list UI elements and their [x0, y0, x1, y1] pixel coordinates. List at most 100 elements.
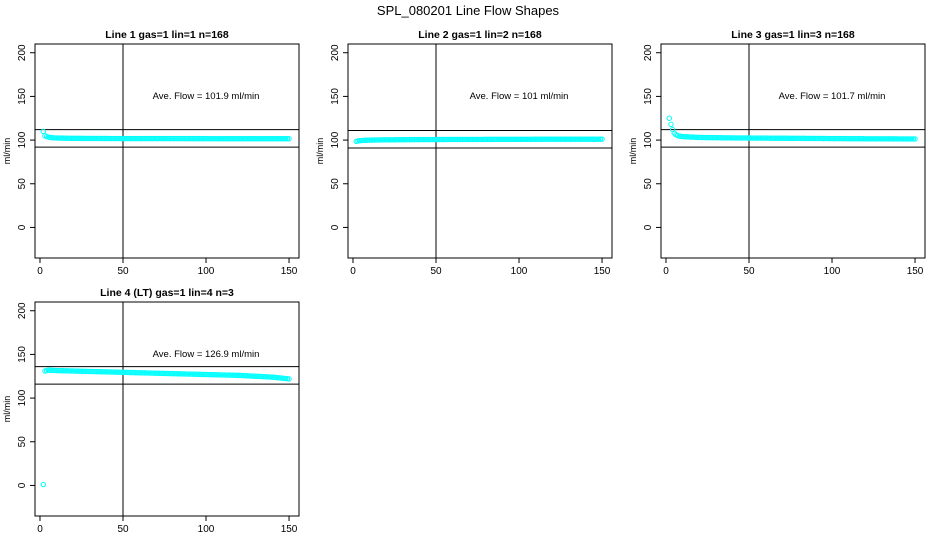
data-point	[63, 368, 70, 374]
data-point	[211, 135, 218, 142]
data-point	[802, 135, 809, 142]
data-point	[494, 136, 501, 143]
data-point	[77, 135, 83, 142]
data-point	[832, 135, 839, 142]
data-point	[501, 136, 507, 143]
data-point	[185, 371, 191, 377]
data-point	[446, 136, 452, 143]
data-point	[266, 135, 272, 142]
data-point	[263, 135, 269, 142]
data-point	[744, 135, 751, 141]
data-point	[751, 135, 757, 141]
data-point	[233, 135, 239, 142]
data-point	[749, 135, 756, 141]
data-point	[411, 136, 418, 143]
chart-panel-4: Line 4 (LT) gas=1 lin=4 n=3 0 50 100 150 0 50 1…	[2, 287, 300, 535]
data-point	[72, 135, 78, 142]
data-point	[190, 135, 196, 142]
average-flow-annotation: Ave. Flow = 126.9 ml/min	[153, 349, 260, 360]
data-point	[406, 136, 413, 143]
data-point	[849, 135, 855, 142]
data-point	[53, 135, 60, 141]
data-point	[140, 135, 146, 142]
data-point	[728, 135, 734, 141]
data-point	[703, 134, 709, 141]
data-point	[511, 136, 517, 143]
data-point	[128, 135, 135, 142]
data-point	[549, 136, 555, 142]
data-point	[226, 135, 232, 142]
data-point	[239, 135, 246, 142]
data-point	[78, 135, 85, 142]
data-point	[67, 135, 73, 141]
data-point	[860, 136, 867, 142]
data-point	[834, 135, 840, 142]
data-point	[747, 135, 754, 141]
y-tick-label: 100	[17, 131, 28, 148]
data-point	[420, 136, 426, 143]
data-point	[547, 136, 554, 142]
data-point	[274, 135, 281, 142]
average-flow-annotation: Ave. Flow = 101 ml/min	[470, 91, 569, 102]
data-point	[806, 135, 812, 142]
data-point	[143, 370, 149, 376]
data-point	[829, 135, 835, 142]
data-point	[161, 370, 168, 377]
data-point	[567, 136, 574, 142]
data-point	[269, 135, 276, 142]
data-point	[524, 136, 531, 142]
data-point	[57, 367, 63, 374]
data-point	[734, 135, 741, 141]
data-point	[581, 136, 587, 142]
y-tick-label: 200	[330, 44, 341, 61]
page-title: SPL_080201 Line Flow Shapes	[376, 3, 560, 18]
data-point	[907, 136, 913, 142]
data-point	[541, 136, 547, 142]
data-point	[188, 371, 194, 377]
data-point	[208, 135, 214, 142]
data-point	[77, 368, 83, 374]
data-point	[704, 134, 711, 141]
data-point	[170, 370, 176, 377]
data-point	[116, 369, 123, 375]
data-point	[824, 135, 830, 142]
data-point	[373, 137, 379, 143]
data-point	[786, 135, 792, 141]
data-point	[231, 135, 237, 142]
data-point	[483, 136, 489, 143]
data-point	[400, 136, 406, 143]
data-point	[895, 136, 902, 142]
data-point	[855, 136, 862, 142]
data-point	[441, 136, 448, 143]
y-tick-label: 0	[643, 224, 654, 230]
data-point	[224, 372, 231, 378]
data-point	[526, 136, 532, 142]
data-point	[135, 135, 141, 142]
data-point	[566, 136, 572, 142]
data-point	[103, 135, 110, 142]
plot-frame	[660, 43, 926, 259]
data-point	[739, 135, 746, 141]
average-flow-annotation: Ave. Flow = 101.7 ml/min	[779, 91, 886, 102]
data-point	[792, 135, 799, 142]
data-point	[88, 368, 95, 375]
data-point	[899, 136, 905, 142]
data-point	[57, 135, 63, 141]
data-point	[115, 135, 121, 142]
data-point	[143, 135, 149, 142]
data-point	[60, 368, 66, 374]
data-point	[731, 135, 737, 141]
data-point	[393, 137, 399, 143]
x-tick-label: 50	[117, 524, 129, 535]
data-point	[116, 135, 123, 142]
data-point	[489, 136, 496, 143]
data-point	[165, 370, 171, 377]
data-point	[799, 135, 805, 142]
data-point	[756, 135, 762, 141]
data-point	[380, 137, 386, 143]
data-point	[517, 136, 524, 142]
data-point	[62, 368, 68, 374]
data-point	[438, 136, 444, 143]
data-point	[591, 136, 597, 142]
data-point	[125, 369, 131, 376]
